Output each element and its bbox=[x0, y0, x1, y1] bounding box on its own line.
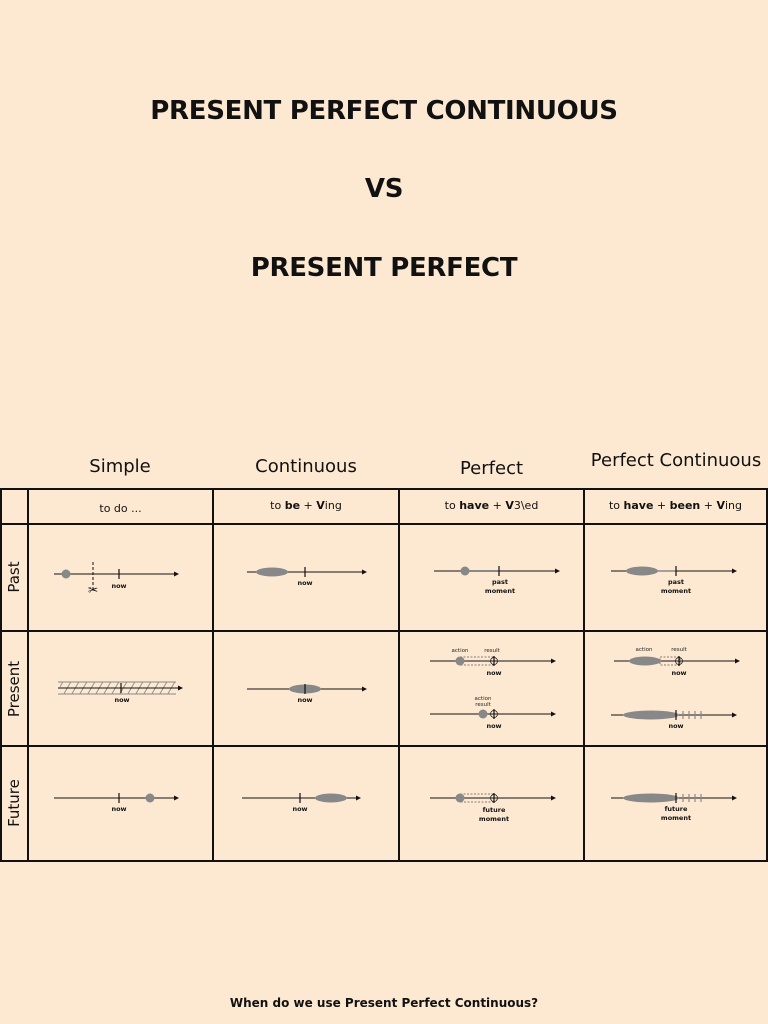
formula-perfect-continuous: to have + been + Ving bbox=[608, 499, 743, 512]
table-divider bbox=[0, 860, 768, 862]
table-divider bbox=[583, 488, 585, 862]
title-line-1: PRESENT PERFECT CONTINUOUS bbox=[150, 96, 618, 126]
table-divider bbox=[766, 488, 768, 862]
column-header-perfect-continuous: Perfect Continuous bbox=[590, 450, 762, 471]
column-header-simple: Simple bbox=[89, 456, 151, 477]
row-label-future: Future bbox=[5, 779, 23, 827]
table-divider bbox=[212, 488, 214, 862]
row-label-present: Present bbox=[5, 660, 23, 718]
tense-table: to do ... to be + Ving to have + V3\ed t… bbox=[0, 488, 768, 862]
table-divider bbox=[0, 488, 2, 862]
table-divider bbox=[0, 745, 768, 747]
table-divider bbox=[0, 488, 768, 490]
table-divider bbox=[0, 523, 768, 525]
table-divider bbox=[0, 630, 768, 632]
column-header-perfect: Perfect bbox=[459, 458, 524, 479]
title-line-3: PRESENT PERFECT bbox=[250, 253, 518, 283]
title-line-2: VS bbox=[364, 174, 404, 204]
table-divider bbox=[398, 488, 400, 862]
column-header-continuous: Continuous bbox=[255, 456, 357, 477]
bottom-question: When do we use Present Perfect Continuou… bbox=[229, 996, 539, 1010]
table-divider bbox=[27, 488, 29, 862]
formula-simple: to do ... bbox=[99, 502, 142, 515]
row-label-past: Past bbox=[5, 561, 23, 593]
formula-perfect: to have + V3\ed bbox=[444, 499, 539, 512]
formula-continuous: to be + Ving bbox=[270, 499, 342, 512]
